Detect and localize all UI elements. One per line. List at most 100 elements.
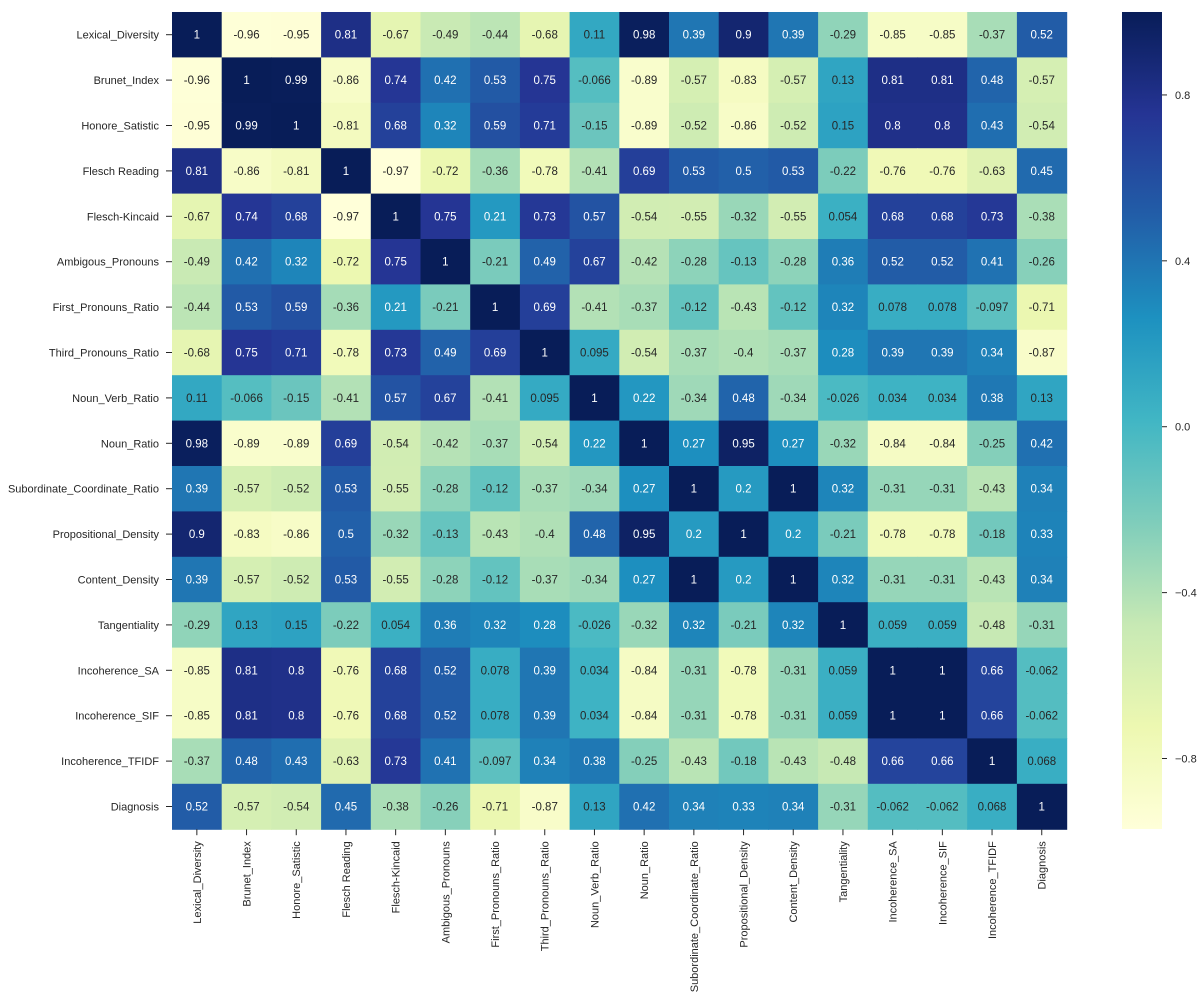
heatmap-cell bbox=[370, 602, 422, 649]
heatmap-cell bbox=[718, 193, 769, 240]
heatmap-cell bbox=[967, 284, 1018, 331]
heatmap-cell bbox=[172, 12, 223, 58]
heatmap-cell bbox=[619, 783, 670, 830]
heatmap-cell bbox=[321, 602, 372, 649]
cell-value-label: -0.34 bbox=[581, 575, 608, 587]
heatmap-cell bbox=[967, 738, 1018, 785]
heatmap-cell bbox=[619, 511, 670, 558]
cell-value-label: 0.13 bbox=[583, 802, 605, 814]
heatmap-cell bbox=[172, 783, 223, 830]
heatmap-cell bbox=[420, 102, 471, 149]
heatmap-cell bbox=[967, 511, 1018, 558]
heatmap-cell bbox=[867, 602, 919, 649]
heatmap-cell bbox=[172, 693, 223, 739]
heatmap-cell bbox=[818, 148, 869, 195]
heatmap-cell bbox=[321, 284, 372, 331]
heatmap-cell bbox=[818, 420, 869, 467]
cell-value-label: 0.53 bbox=[335, 484, 357, 496]
heatmap-cell bbox=[867, 12, 919, 58]
cell-value-label: -0.13 bbox=[432, 529, 458, 541]
cell-value-label: 1 bbox=[691, 575, 697, 587]
heatmap-cell bbox=[867, 375, 919, 422]
heatmap-cell bbox=[569, 148, 620, 195]
heatmap-cell bbox=[867, 783, 919, 830]
cell-value-label: -0.32 bbox=[730, 211, 756, 223]
cell-value-label: 0.68 bbox=[931, 211, 953, 223]
heatmap-cell bbox=[768, 102, 819, 149]
heatmap-cell bbox=[669, 148, 720, 195]
heatmap-cell bbox=[519, 375, 571, 422]
heatmap-cell bbox=[718, 511, 769, 558]
cell-value-label: 0.078 bbox=[481, 665, 510, 677]
heatmap-cell bbox=[569, 102, 620, 149]
row-label-incoherence-sif: Incoherence_SIF bbox=[75, 711, 159, 723]
row-label-brunet-index: Brunet_Index bbox=[94, 75, 160, 87]
heatmap-cell bbox=[271, 738, 322, 785]
cell-value-label: 0.32 bbox=[683, 620, 705, 632]
heatmap-cell bbox=[669, 284, 720, 331]
cell-value-label: 0.068 bbox=[978, 802, 1007, 814]
heatmap-cell bbox=[569, 375, 620, 422]
heatmap-cell bbox=[967, 466, 1018, 512]
heatmap-cell bbox=[768, 193, 819, 240]
cell-value-label: 0.32 bbox=[285, 257, 307, 269]
row-labels: Lexical_Diversity Brunet_Index Honore_Sati… bbox=[8, 30, 172, 814]
row-label-flesch-reading: Flesch Reading bbox=[83, 166, 159, 178]
heatmap-cell bbox=[172, 148, 223, 195]
cell-value-label: 0.81 bbox=[186, 166, 208, 178]
heatmap-cell bbox=[718, 148, 769, 195]
cell-value-label: -0.066 bbox=[578, 75, 611, 87]
heatmap-cell bbox=[718, 602, 769, 649]
heatmap-cell bbox=[619, 693, 670, 739]
cell-value-label: -0.44 bbox=[184, 302, 211, 314]
colorbar-tick-label: 0.4 bbox=[1175, 256, 1190, 268]
heatmap-cell bbox=[718, 12, 769, 58]
heatmap-cell bbox=[967, 375, 1018, 422]
heatmap-cell bbox=[867, 102, 919, 149]
cell-value-label: -0.57 bbox=[780, 75, 806, 87]
cell-value-label: 0.81 bbox=[235, 665, 257, 677]
cell-value-label: 0.059 bbox=[829, 665, 858, 677]
heatmap-cell bbox=[619, 12, 670, 58]
column-label-third-pronouns-ratio: Third_Pronouns_Ratio bbox=[540, 841, 552, 951]
cell-value-label: -0.097 bbox=[976, 302, 1009, 314]
heatmap-cell bbox=[519, 420, 571, 467]
cell-value-label: 0.99 bbox=[285, 75, 307, 87]
heatmap-cell bbox=[867, 420, 919, 467]
heatmap-cell bbox=[221, 375, 272, 422]
cell-value-label: -0.57 bbox=[233, 802, 259, 814]
cell-value-label: 0.39 bbox=[186, 575, 208, 587]
cell-value-label: 0.22 bbox=[633, 393, 655, 405]
cell-value-label: -0.41 bbox=[333, 393, 359, 405]
cell-value-label: -0.26 bbox=[1029, 257, 1055, 269]
cell-value-label: -0.31 bbox=[880, 575, 906, 587]
cell-value-label: 0.078 bbox=[481, 711, 510, 723]
cell-value-label: -0.97 bbox=[333, 211, 359, 223]
heatmap-cell bbox=[718, 239, 769, 285]
heatmap-cell bbox=[321, 102, 372, 149]
cell-value-label: -0.15 bbox=[581, 121, 607, 133]
cell-value-label: -0.31 bbox=[780, 665, 806, 677]
heatmap-cell bbox=[1016, 466, 1068, 512]
cell-value-label: -0.43 bbox=[780, 756, 806, 768]
heatmap-cell bbox=[718, 783, 769, 830]
heatmap-cell bbox=[321, 57, 372, 104]
heatmap-cell bbox=[718, 57, 769, 104]
cell-value-label: -0.89 bbox=[631, 121, 657, 133]
cell-value-label: -0.89 bbox=[283, 438, 309, 450]
heatmap-cell bbox=[470, 693, 521, 739]
cell-value-label: 0.67 bbox=[434, 393, 456, 405]
heatmap-cell bbox=[768, 12, 819, 58]
cell-value-label: -0.36 bbox=[333, 302, 359, 314]
cell-value-label: -0.42 bbox=[631, 257, 657, 269]
cell-value-label: -0.81 bbox=[333, 121, 359, 133]
cell-value-label: 0.22 bbox=[583, 438, 605, 450]
heatmap-cell bbox=[669, 420, 720, 467]
heatmap-cell bbox=[420, 57, 471, 104]
column-label-flesch-kincaid: Flesch-Kincaid bbox=[391, 841, 403, 913]
cell-value-label: 0.43 bbox=[981, 121, 1003, 133]
colorbar: 0.8 0.4 0.0 −0.4 −0.8 bbox=[1122, 12, 1197, 829]
cell-value-label: -0.062 bbox=[1025, 711, 1058, 723]
cell-value-label: -0.43 bbox=[979, 484, 1005, 496]
